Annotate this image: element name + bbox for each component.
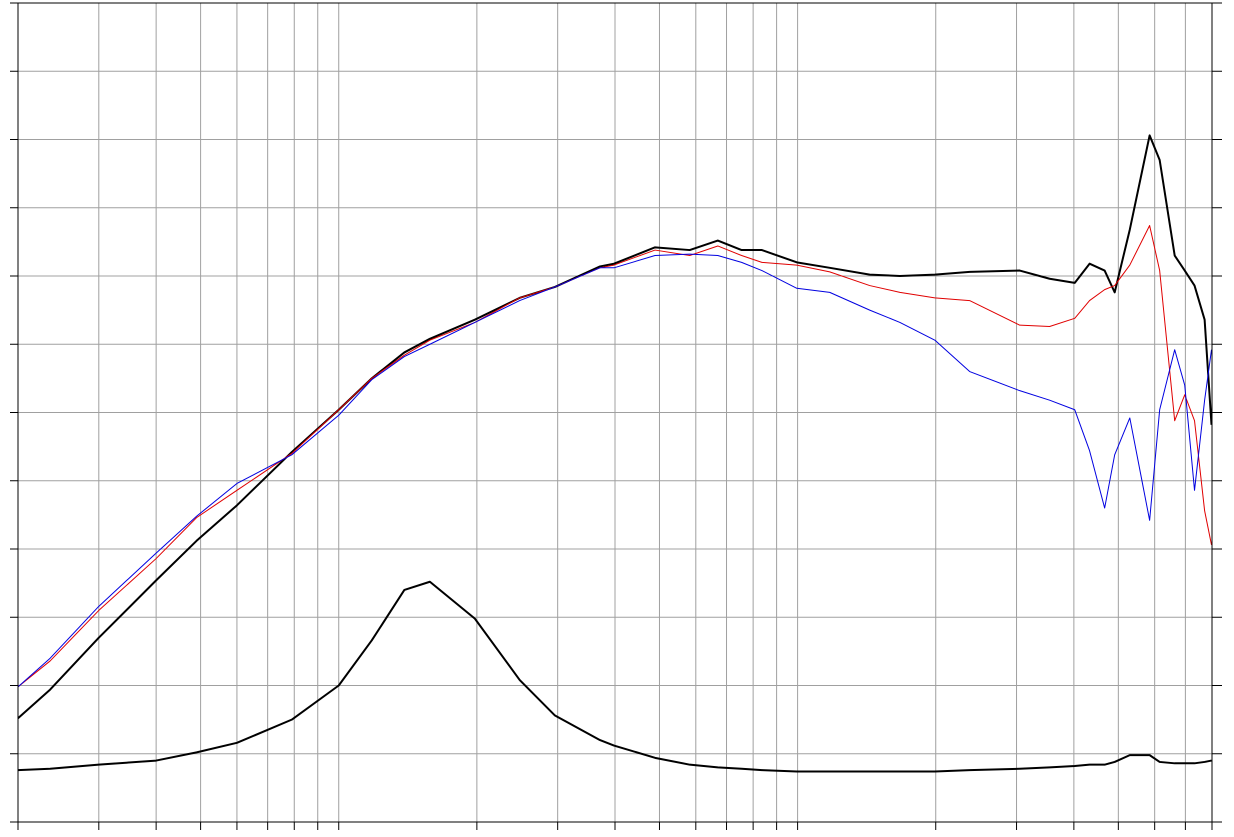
series-line [17,253,1212,688]
series-line [17,225,1212,688]
plot-frame [17,2,1213,823]
series-line [17,580,1212,773]
